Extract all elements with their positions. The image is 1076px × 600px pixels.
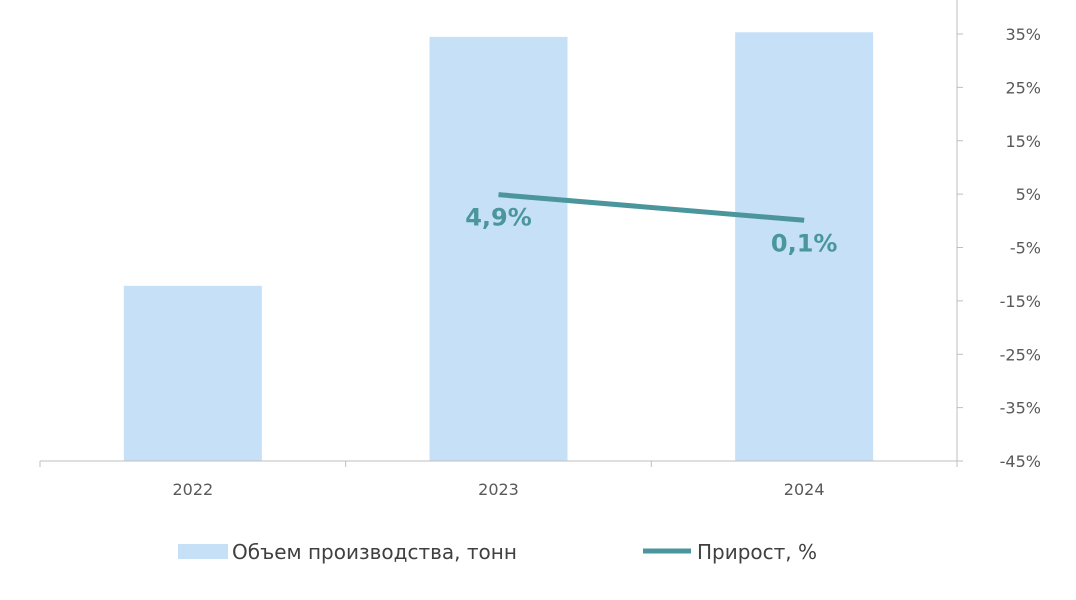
y-tick-label: 25% — [1005, 78, 1041, 97]
data-label-2024: 0,1% — [771, 229, 838, 257]
legend-swatch-bar — [178, 544, 228, 559]
y-tick-label: -25% — [1000, 345, 1041, 364]
y-tick-label: -5% — [1010, 239, 1041, 258]
growth-line — [498, 192, 805, 223]
x-tick-label: 2024 — [784, 480, 825, 499]
x-tick-label: 2022 — [172, 480, 213, 499]
legend-label-line: Прирост, % — [697, 540, 817, 564]
y-tick-label: -15% — [1000, 292, 1041, 311]
legend-label-bar: Объем производства, тонн — [232, 540, 517, 564]
bar-2024 — [735, 32, 874, 462]
data-label-2023: 4,9% — [465, 204, 532, 232]
y-tick-label: 35% — [1005, 25, 1041, 44]
bar-2023 — [429, 36, 568, 461]
y-tick-label: -35% — [1000, 399, 1041, 418]
y-tick-label: -45% — [1000, 452, 1041, 471]
legend: Объем производства, тонн Прирост, % — [178, 540, 817, 564]
x-tick-label: 2023 — [478, 480, 519, 499]
y-tick-label: 5% — [1016, 185, 1041, 204]
y-tick-label: 15% — [1005, 132, 1041, 151]
bar-2022 — [123, 285, 262, 461]
